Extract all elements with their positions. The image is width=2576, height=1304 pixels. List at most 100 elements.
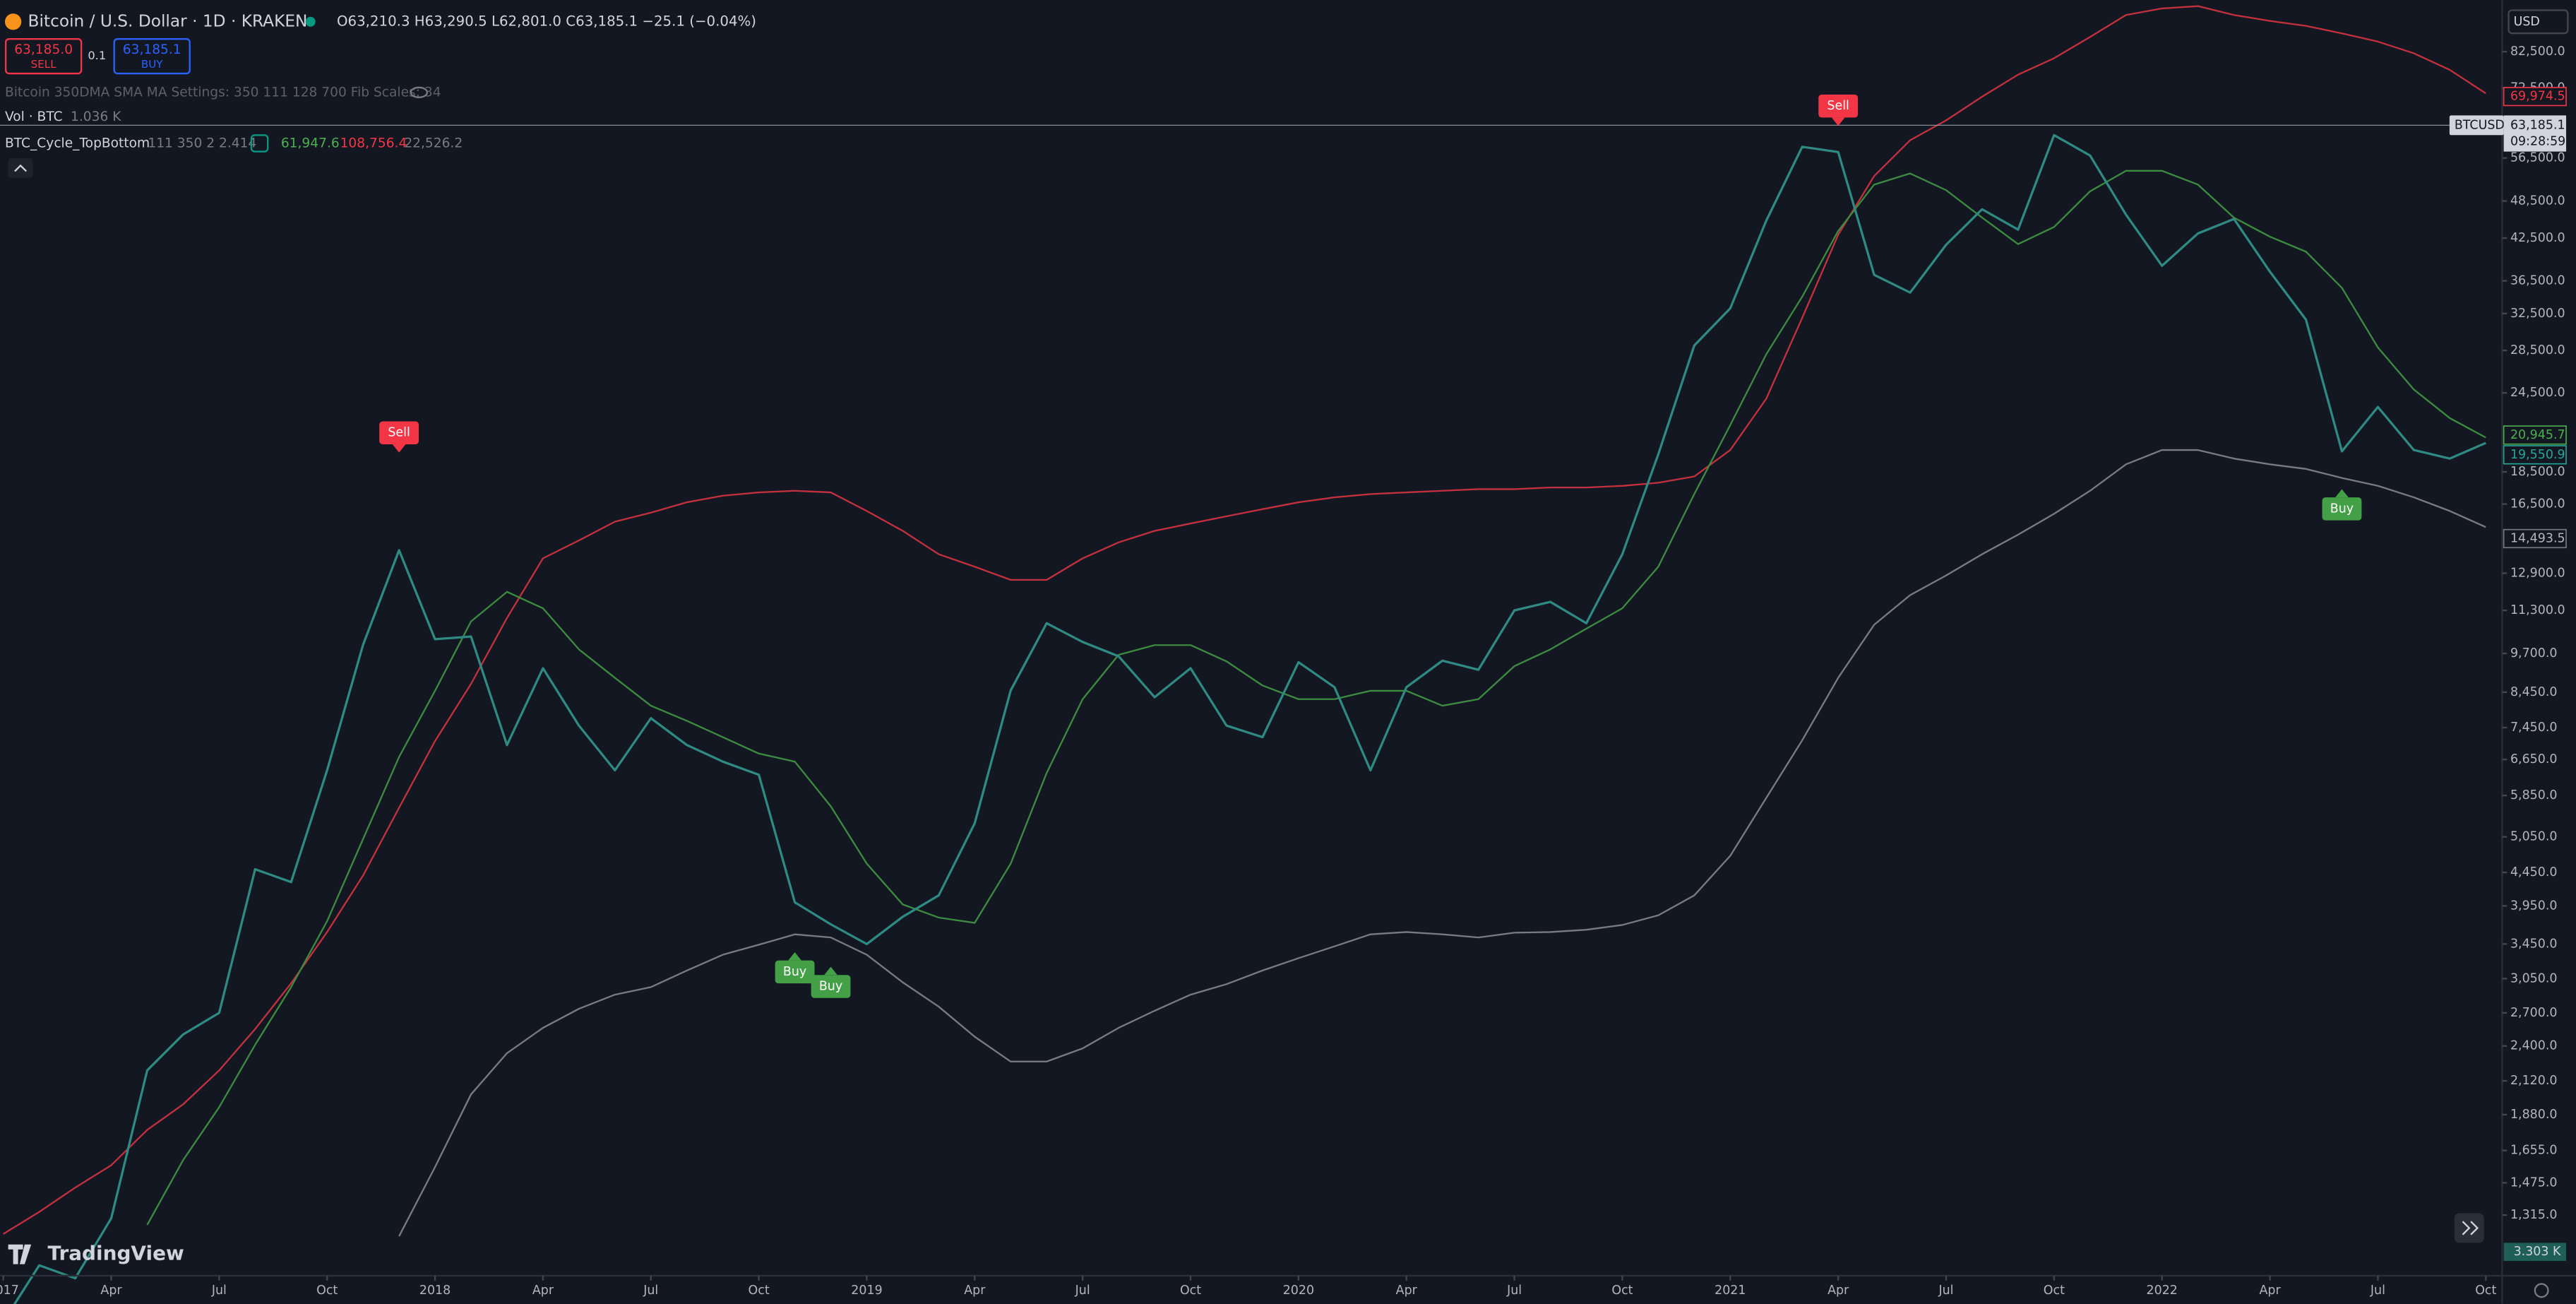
symbol-tag: BTCUSD xyxy=(2455,118,2505,132)
ohlc: O63,210.3 H63,290.5 L62,801.0 C63,185.1 … xyxy=(337,13,756,29)
volume-label: 3.303 K xyxy=(2514,1245,2561,1259)
red-label: 69,974.5 xyxy=(2510,90,2565,104)
signal-pointer xyxy=(392,444,406,453)
y-tick-label: 1,880.0 xyxy=(2510,1108,2558,1122)
indicator-value: 22,526.2 xyxy=(404,136,463,150)
signal-label: Buy xyxy=(819,979,842,993)
signal-box xyxy=(379,421,419,445)
signal-box xyxy=(775,960,815,984)
scroll-icon xyxy=(2462,1221,2479,1235)
teal-label-box xyxy=(2503,445,2567,465)
y-tick-label: 48,500.0 xyxy=(2510,194,2565,208)
y-tick-label: 6,650.0 xyxy=(2510,752,2558,766)
y-tick-label: 2,120.0 xyxy=(2510,1074,2558,1088)
y-tick-label: 18,500.0 xyxy=(2510,465,2565,479)
series-line xyxy=(146,170,2486,1226)
signal-label: Buy xyxy=(783,965,806,979)
source-icon[interactable] xyxy=(250,134,269,153)
indicator-value: 108,756.4 xyxy=(340,136,407,150)
x-tick-label: 2018 xyxy=(419,1284,451,1298)
buy-button[interactable] xyxy=(113,38,191,75)
y-tick-label: 5,050.0 xyxy=(2510,830,2558,844)
sell-price: 63,185.0 xyxy=(14,42,73,57)
x-tick-label: Jul xyxy=(1075,1284,1090,1298)
x-tick-label: 2022 xyxy=(2147,1284,2178,1298)
y-tick-label: 3,950.0 xyxy=(2510,899,2558,913)
signal-label: Sell xyxy=(388,426,410,440)
red-label-box xyxy=(2503,87,2567,107)
buy-label: BUY xyxy=(141,58,163,71)
hide-icon[interactable] xyxy=(410,86,429,98)
y-tick-label: 3,050.0 xyxy=(2510,971,2558,985)
y-tick-label: 9,700.0 xyxy=(2510,646,2558,660)
signal-pointer xyxy=(824,966,837,976)
x-tick-label: 2019 xyxy=(851,1284,882,1298)
axes: 82,500.072,500.056,500.048,500.042,500.0… xyxy=(0,45,2565,1298)
settings-button[interactable] xyxy=(2534,1283,2549,1298)
y-tick-label: 3,450.0 xyxy=(2510,937,2558,951)
countdown: 09:28:59 xyxy=(2510,135,2565,149)
x-tick-label: Oct xyxy=(749,1284,770,1298)
signal-box xyxy=(2322,497,2362,521)
signal-label: Buy xyxy=(2330,502,2354,516)
y-tick-label: 7,450.0 xyxy=(2510,721,2558,735)
x-tick-label: Apr xyxy=(1396,1284,1418,1298)
volume-name: Vol · BTC xyxy=(5,109,63,124)
x-tick-label: Oct xyxy=(1611,1284,1633,1298)
y-tick-label: 28,500.0 xyxy=(2510,343,2565,357)
y-tick-label: 42,500.0 xyxy=(2510,231,2565,245)
y-tick-label: 2,400.0 xyxy=(2510,1039,2558,1053)
currency-button[interactable] xyxy=(2508,9,2569,35)
collapse-button[interactable] xyxy=(8,158,33,178)
signals: Sell Buy Buy Sell Buy xyxy=(379,94,2362,998)
currency: USD xyxy=(2514,15,2540,29)
y-tick-label: 12,900.0 xyxy=(2510,566,2565,580)
signal-pointer xyxy=(1831,117,1845,126)
indicator-name: BTC_Cycle_TopBottom xyxy=(5,136,150,150)
x-tick-label: 2020 xyxy=(1283,1284,1314,1298)
x-tick-label: Jul xyxy=(211,1284,227,1298)
series-line xyxy=(398,449,2486,1237)
green-label: 20,945.7 xyxy=(2510,428,2565,442)
grey-label: 14,493.5 xyxy=(2510,531,2565,545)
x-tick-label: Apr xyxy=(2259,1284,2281,1298)
indicator-params: 111 350 2 2.414 xyxy=(148,136,256,150)
y-tick-label: 2,700.0 xyxy=(2510,1006,2558,1020)
series-line xyxy=(13,134,2486,1304)
y-tick-label: 24,500.0 xyxy=(2510,386,2565,400)
series-line xyxy=(3,5,2486,1235)
y-tick-label: 32,500.0 xyxy=(2510,307,2565,321)
plot-area xyxy=(3,5,2486,1304)
x-tick-label: Jul xyxy=(643,1284,658,1298)
y-tick-label: 5,850.0 xyxy=(2510,788,2558,802)
symbol-title[interactable]: Bitcoin / U.S. Dollar · 1D · KRAKEN xyxy=(28,11,308,30)
x-tick-label: Jul xyxy=(1938,1284,1953,1298)
sell-button[interactable] xyxy=(4,38,83,75)
buy-price: 63,185.1 xyxy=(123,42,181,57)
x-tick-label: Apr xyxy=(1827,1284,1849,1298)
last-price: 63,185.1 xyxy=(2510,118,2565,132)
signal-pointer xyxy=(788,952,801,961)
x-tick-label: Apr xyxy=(100,1284,122,1298)
x-tick-label: Jul xyxy=(2370,1284,2385,1298)
x-tick-label: Jul xyxy=(1506,1284,1522,1298)
indicator-value: 61,947.6 xyxy=(281,136,340,150)
last-price-box xyxy=(2503,115,2567,152)
brand[interactable]: TradingView xyxy=(47,1242,184,1265)
y-tick-label: 4,450.0 xyxy=(2510,865,2558,879)
x-tick-label: Apr xyxy=(532,1284,554,1298)
indicator-settings: Bitcoin 350DMA SMA MA Settings: 350 111 … xyxy=(5,85,441,100)
logo-mark xyxy=(8,1244,32,1264)
symbol-tag-box xyxy=(2449,115,2504,136)
volume-label-box xyxy=(2503,1243,2567,1261)
grey-label-box xyxy=(2503,528,2567,549)
volume-value: 1.036 K xyxy=(71,109,121,124)
y-tick-label: 8,450.0 xyxy=(2510,685,2558,699)
signal-box xyxy=(811,975,851,998)
y-tick-label: 1,475.0 xyxy=(2510,1175,2558,1190)
x-tick-label: Apr xyxy=(964,1284,986,1298)
y-tick-label: 82,500.0 xyxy=(2510,45,2565,59)
